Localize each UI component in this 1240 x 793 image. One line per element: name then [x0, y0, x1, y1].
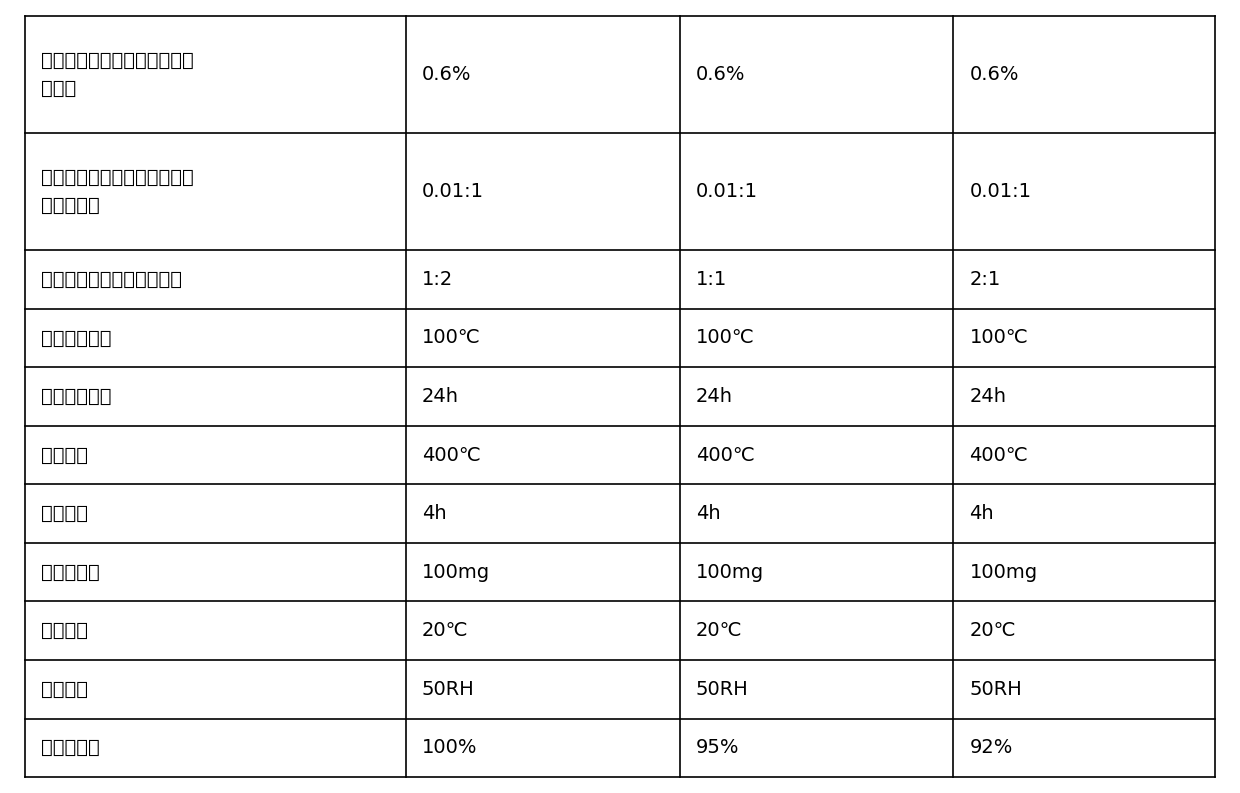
- Text: 还原时间: 还原时间: [41, 504, 88, 523]
- Text: 400℃: 400℃: [970, 446, 1028, 465]
- Text: 24h: 24h: [696, 387, 733, 406]
- Text: 甲醛转化率: 甲醛转化率: [41, 738, 99, 757]
- Text: 1:1: 1:1: [696, 270, 727, 289]
- Text: 4h: 4h: [422, 504, 446, 523]
- Text: 水热反应时间: 水热反应时间: [41, 387, 112, 406]
- Text: 100mg: 100mg: [696, 563, 764, 582]
- Text: 24h: 24h: [422, 387, 459, 406]
- Text: 95%: 95%: [696, 738, 739, 757]
- Text: 舱内湿度: 舱内湿度: [41, 680, 88, 699]
- Text: 0.01:1: 0.01:1: [696, 182, 758, 201]
- Text: 20℃: 20℃: [696, 621, 742, 640]
- Text: 4h: 4h: [970, 504, 994, 523]
- Text: 4h: 4h: [696, 504, 720, 523]
- Text: 0.6%: 0.6%: [696, 65, 745, 84]
- Text: 100mg: 100mg: [422, 563, 490, 582]
- Text: 还原温度: 还原温度: [41, 446, 88, 465]
- Text: 贵金属元素占催化剂总质量的
百分数: 贵金属元素占催化剂总质量的 百分数: [41, 51, 193, 98]
- Text: 100℃: 100℃: [422, 328, 481, 347]
- Text: 催化剂用量: 催化剂用量: [41, 563, 99, 582]
- Text: 0.6%: 0.6%: [970, 65, 1019, 84]
- Text: 100℃: 100℃: [696, 328, 754, 347]
- Text: 400℃: 400℃: [422, 446, 481, 465]
- Text: 高锰酸钾与草酸铵的摩尔比: 高锰酸钾与草酸铵的摩尔比: [41, 270, 182, 289]
- Text: 50RH: 50RH: [422, 680, 475, 699]
- Text: 1:2: 1:2: [422, 270, 453, 289]
- Text: 20℃: 20℃: [970, 621, 1016, 640]
- Text: 20℃: 20℃: [422, 621, 469, 640]
- Text: 硝酸银中的银与高锰酸钾中的
锰的质量比: 硝酸银中的银与高锰酸钾中的 锰的质量比: [41, 168, 193, 215]
- Text: 2:1: 2:1: [970, 270, 1001, 289]
- Text: 水热反应温度: 水热反应温度: [41, 328, 112, 347]
- Text: 0.01:1: 0.01:1: [422, 182, 484, 201]
- Text: 50RH: 50RH: [696, 680, 749, 699]
- Text: 400℃: 400℃: [696, 446, 754, 465]
- Text: 0.01:1: 0.01:1: [970, 182, 1032, 201]
- Text: 0.6%: 0.6%: [422, 65, 471, 84]
- Text: 100℃: 100℃: [970, 328, 1028, 347]
- Text: 100%: 100%: [422, 738, 477, 757]
- Text: 50RH: 50RH: [970, 680, 1022, 699]
- Text: 24h: 24h: [970, 387, 1007, 406]
- Text: 92%: 92%: [970, 738, 1013, 757]
- Text: 100mg: 100mg: [970, 563, 1038, 582]
- Text: 舱内温度: 舱内温度: [41, 621, 88, 640]
